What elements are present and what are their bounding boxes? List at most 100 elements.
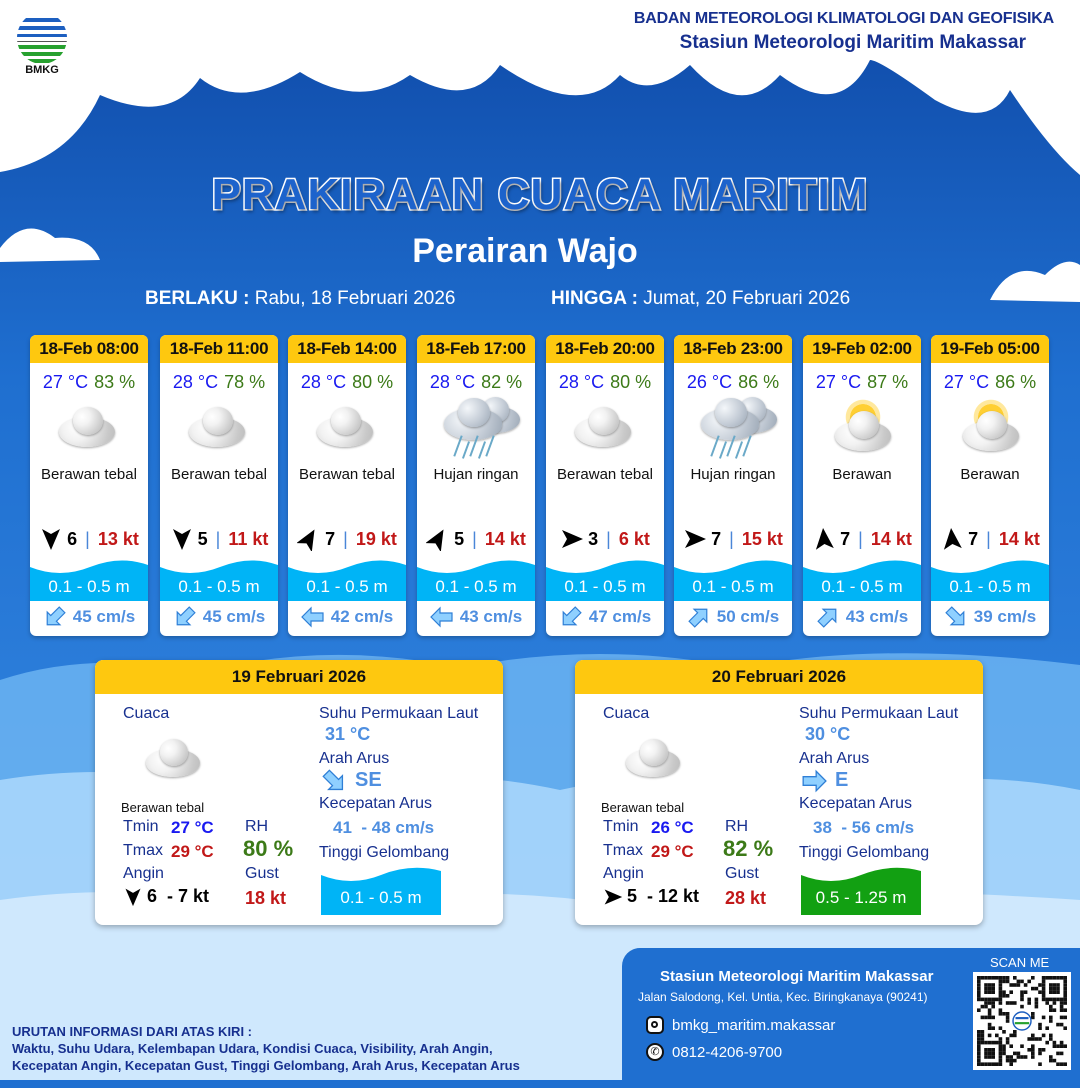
info-order-line1: Waktu, Suhu Udara, Kelembapan Udara, Kon… bbox=[12, 1041, 493, 1056]
daily-date: 19 Februari 2026 bbox=[95, 660, 503, 694]
valid-to-label: HINGGA : bbox=[551, 288, 638, 309]
daily-current-speed: 41 - 48 cm/s bbox=[333, 818, 435, 837]
current-speed-label: Kecepatan Arus bbox=[319, 795, 432, 812]
weather-condition: Hujan ringan bbox=[690, 466, 776, 483]
wind-speed: 3 bbox=[588, 528, 599, 549]
station-name: Stasiun Meteorologi Maritim Makassar bbox=[679, 32, 1026, 53]
current-speed: 43 cm/s bbox=[459, 607, 523, 626]
rh-value: 80 % bbox=[243, 836, 294, 861]
current-direction-icon bbox=[176, 606, 196, 626]
wave-height: 0.1 - 0.5 m bbox=[821, 577, 903, 596]
tmin-label: Tmin bbox=[603, 818, 639, 835]
wind-direction-icon bbox=[562, 530, 584, 548]
daily-date: 20 Februari 2026 bbox=[575, 660, 983, 694]
current-direction-icon bbox=[429, 606, 453, 628]
bmkg-logo: BMKG bbox=[14, 12, 70, 76]
instagram-link[interactable]: bmkg_maritim.makassar bbox=[646, 1016, 835, 1034]
sea-surface-temperature: 31 °C bbox=[325, 724, 371, 744]
forecast-time: 18-Feb 14:00 bbox=[288, 335, 406, 363]
forecast-card: 18-Feb 08:00 27 °C 83 % Berawan tebal 6 | 1… bbox=[30, 335, 148, 636]
wave-height: 0.1 - 0.5 m bbox=[564, 577, 646, 596]
wave-shape bbox=[803, 560, 921, 601]
wave-shape bbox=[288, 560, 406, 601]
forecast-card: 18-Feb 14:00 28 °C 80 % Berawan tebal 7 | 1… bbox=[288, 335, 406, 636]
wind-direction-icon bbox=[426, 529, 444, 551]
instagram-handle: bmkg_maritim.makassar bbox=[672, 1016, 836, 1034]
contact-box: Stasiun Meteorologi Maritim Makassar Jal… bbox=[622, 948, 1080, 1088]
wind-speed: 7 bbox=[968, 528, 979, 549]
scan-me-label: SCAN ME bbox=[990, 955, 1050, 970]
forecast-card: 19-Feb 05:00 27 °C 86 % Berawan 7 | 14 kt 0… bbox=[931, 335, 1049, 636]
humidity: 87 % bbox=[867, 372, 909, 392]
current-speed: 39 cm/s bbox=[973, 607, 1037, 626]
wind-direction-icon bbox=[944, 528, 962, 550]
phone-link[interactable]: ✆ 0812-4206-9700 bbox=[646, 1043, 782, 1061]
rh-label: RH bbox=[725, 818, 749, 835]
current-direction-icon bbox=[46, 606, 66, 626]
air-temperature: 26 °C bbox=[686, 372, 733, 392]
tmax-label: Tmax bbox=[123, 842, 163, 859]
gust-speed: 11 kt bbox=[228, 528, 269, 549]
forecast-time: 18-Feb 11:00 bbox=[160, 335, 278, 363]
wave-height-label: Tinggi Gelombang bbox=[319, 844, 450, 861]
contact-address: Jalan Salodong, Kel. Untia, Kec. Biringk… bbox=[638, 990, 928, 1004]
rh-label: RH bbox=[245, 818, 269, 835]
daily-wave-shape bbox=[321, 867, 441, 915]
info-order-line2: Kecepatan Angin, Kecepatan Gust, Tinggi … bbox=[12, 1058, 520, 1073]
wave-shape bbox=[30, 560, 148, 601]
forecast-card: 18-Feb 11:00 28 °C 78 % Berawan tebal 5 | 1… bbox=[160, 335, 278, 636]
air-temperature: 27 °C bbox=[42, 372, 89, 392]
current-direction-icon bbox=[300, 606, 324, 628]
air-temperature: 27 °C bbox=[815, 372, 862, 392]
wave-shape bbox=[931, 560, 1049, 601]
wind-label: Angin bbox=[603, 865, 644, 882]
wind-label: Angin bbox=[123, 865, 164, 882]
qr-code[interactable] bbox=[973, 972, 1071, 1070]
info-order-note: URUTAN INFORMASI DARI ATAS KIRI : Waktu,… bbox=[12, 1023, 520, 1074]
wind-speed: 7 bbox=[325, 528, 336, 549]
wind-speed: 5 bbox=[454, 528, 465, 549]
humidity: 78 % bbox=[224, 372, 266, 392]
wind-direction-icon bbox=[172, 529, 191, 550]
tmin-value: 27 °C bbox=[171, 818, 214, 837]
tmax-value: 29 °C bbox=[651, 842, 694, 861]
humidity: 82 % bbox=[481, 372, 523, 392]
wind-direction-icon bbox=[125, 888, 141, 906]
forecast-card: 18-Feb 17:00 28 °C 82 % Hujan ringan 5 | 14… bbox=[417, 335, 535, 636]
weather-label: Cuaca bbox=[123, 705, 170, 722]
current-speed: 43 cm/s bbox=[845, 607, 909, 626]
current-direction-icon bbox=[802, 769, 827, 793]
weather-label: Cuaca bbox=[603, 705, 650, 722]
valid-from-label: BERLAKU : bbox=[145, 288, 250, 309]
air-temperature: 28 °C bbox=[172, 372, 219, 392]
wind-direction-icon bbox=[297, 529, 315, 551]
current-direction-value: SE bbox=[355, 769, 382, 791]
wave-height: 0.1 - 0.5 m bbox=[306, 577, 388, 596]
org-name: BADAN METEOROLOGI KLIMATOLOGI DAN GEOFIS… bbox=[633, 10, 1054, 27]
current-speed: 42 cm/s bbox=[330, 607, 394, 626]
humidity: 86 % bbox=[738, 372, 780, 392]
wave-height: 0.1 - 0.5 m bbox=[949, 577, 1031, 596]
tmax-label: Tmax bbox=[603, 842, 643, 859]
page-subtitle: Perairan Wajo bbox=[412, 232, 638, 270]
current-direction-icon bbox=[322, 769, 344, 791]
current-speed: 50 cm/s bbox=[716, 607, 780, 626]
instagram-icon bbox=[646, 1016, 664, 1034]
wind-speed: 5 bbox=[197, 528, 208, 549]
forecast-time: 19-Feb 02:00 bbox=[803, 335, 921, 363]
air-temperature: 27 °C bbox=[943, 372, 990, 392]
forecast-card: 18-Feb 20:00 28 °C 80 % Berawan tebal 3 | 6… bbox=[546, 335, 664, 636]
wave-height: 0.1 - 0.5 m bbox=[178, 577, 260, 596]
air-temperature: 28 °C bbox=[558, 372, 605, 392]
current-speed: 47 cm/s bbox=[588, 607, 652, 626]
air-temperature: 28 °C bbox=[429, 372, 476, 392]
daily-gust: 28 kt bbox=[725, 888, 767, 908]
valid-from: BERLAKU : Rabu, 18 Februari 2026 bbox=[145, 288, 455, 310]
wave-height: 0.1 - 0.5 m bbox=[48, 577, 130, 596]
weather-condition: Berawan tebal bbox=[299, 466, 395, 483]
valid-to: HINGGA : Jumat, 20 Februari 2026 bbox=[551, 288, 850, 310]
daily-current-speed: 38 - 56 cm/s bbox=[813, 818, 915, 837]
weather-condition: Hujan ringan bbox=[433, 466, 519, 483]
wind-direction-icon bbox=[604, 889, 623, 904]
air-temperature: 28 °C bbox=[300, 372, 347, 392]
